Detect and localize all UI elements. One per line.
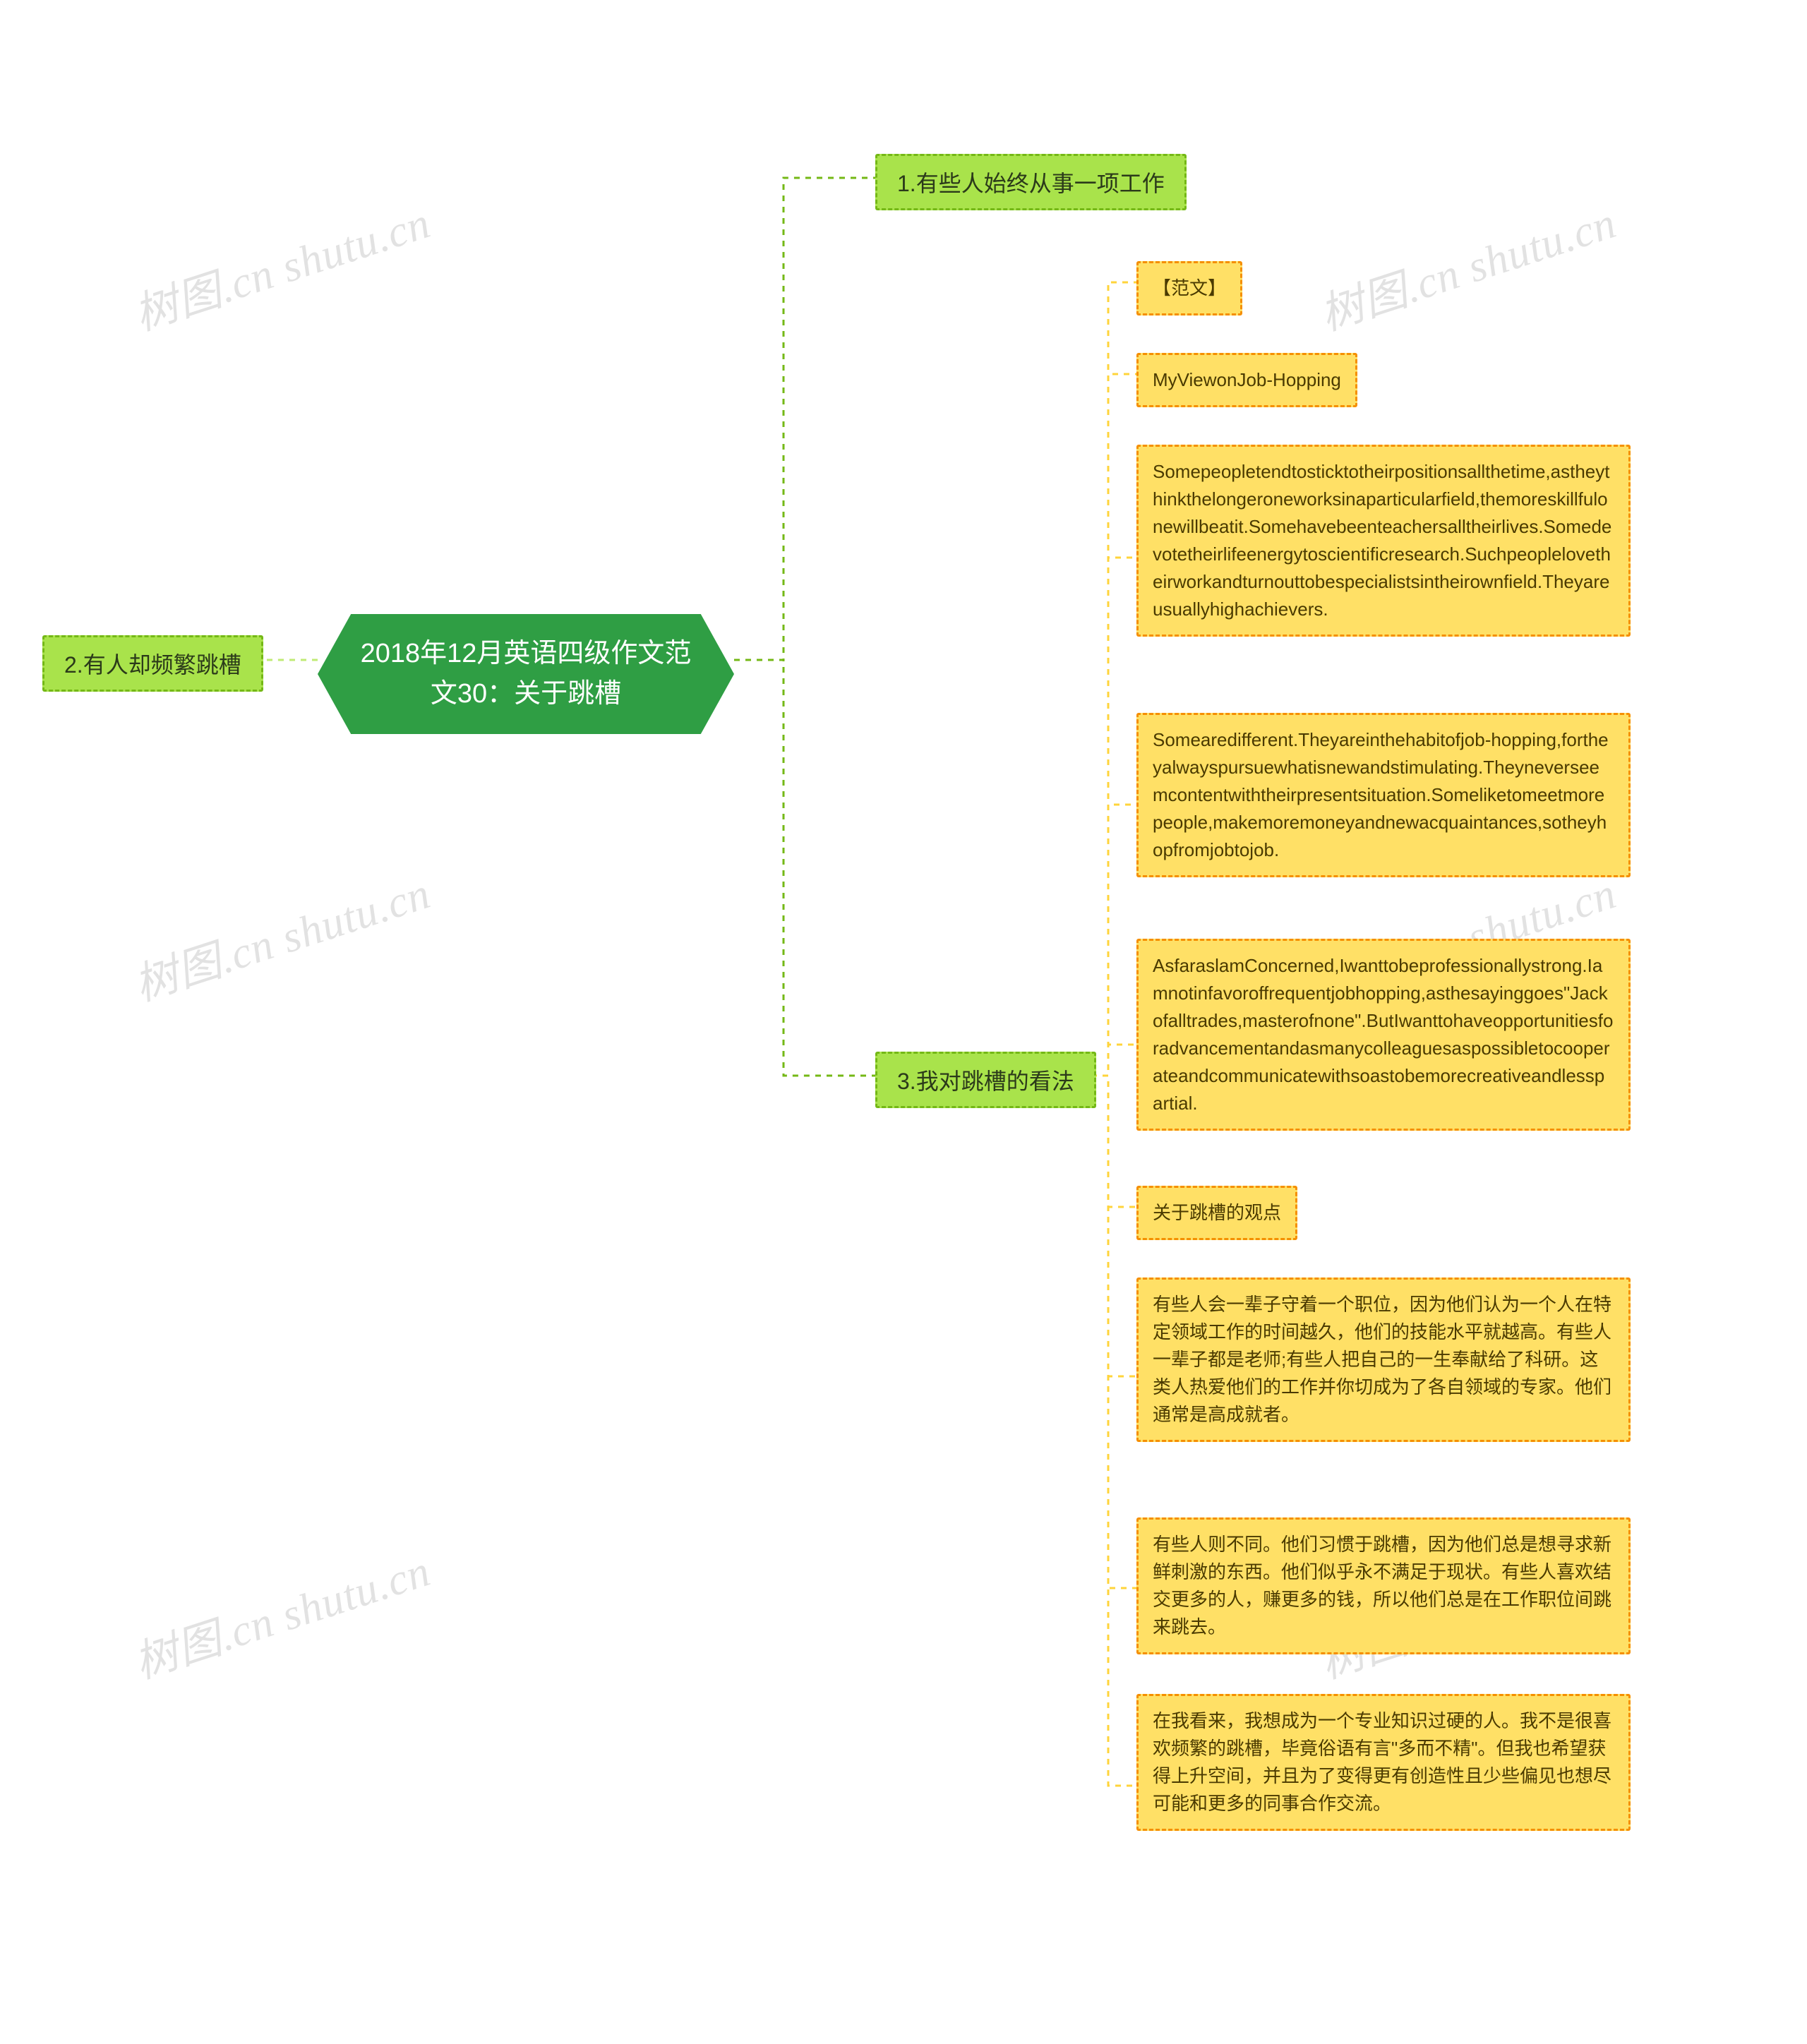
leaf-4[interactable]: Somearedifferent.Theyareinthehabitofjob-… bbox=[1136, 713, 1631, 877]
branch-3[interactable]: 3.我对跳槽的看法 bbox=[875, 1052, 1096, 1108]
branch-label: 2.有人却频繁跳槽 bbox=[64, 652, 241, 678]
branch-2[interactable]: 2.有人却频繁跳槽 bbox=[42, 635, 263, 692]
watermark: 树图.cn shutu.cn bbox=[1311, 187, 1623, 342]
branch-label: 3.我对跳槽的看法 bbox=[897, 1069, 1074, 1094]
leaf-9[interactable]: 在我看来，我想成为一个专业知识过硬的人。我不是很喜欢频繁的跳槽，毕竟俗语有言"多… bbox=[1136, 1694, 1631, 1831]
leaf-8[interactable]: 有些人则不同。他们习惯于跳槽，因为他们总是想寻求新鲜刺激的东西。他们似乎永不满足… bbox=[1136, 1517, 1631, 1654]
watermark: 树图.cn shutu.cn bbox=[125, 858, 437, 1013]
leaf-1[interactable]: 【范文】 bbox=[1136, 261, 1242, 315]
leaf-5[interactable]: AsfaraslamConcerned,Iwanttobeprofessiona… bbox=[1136, 939, 1631, 1131]
leaf-text: Somearedifferent.Theyareinthehabitofjob-… bbox=[1153, 729, 1609, 860]
branch-1[interactable]: 1.有些人始终从事一项工作 bbox=[875, 154, 1187, 210]
leaf-text: MyViewonJob-Hopping bbox=[1153, 369, 1341, 390]
leaf-7[interactable]: 有些人会一辈子守着一个职位，因为他们认为一个人在特定领域工作的时间越久，他们的技… bbox=[1136, 1278, 1631, 1442]
watermark: 树图.cn shutu.cn bbox=[125, 1535, 437, 1690]
mindmap-canvas: 树图.cn shutu.cn 树图.cn shutu.cn 树图.cn shut… bbox=[0, 0, 1807, 2044]
root-node[interactable]: 2018年12月英语四级作文范文30：关于跳槽 bbox=[318, 614, 734, 734]
leaf-2[interactable]: MyViewonJob-Hopping bbox=[1136, 353, 1357, 407]
branch-label: 1.有些人始终从事一项工作 bbox=[897, 171, 1165, 196]
leaf-text: 有些人会一辈子守着一个职位，因为他们认为一个人在特定领域工作的时间越久，他们的技… bbox=[1153, 1294, 1611, 1425]
leaf-text: AsfaraslamConcerned,Iwanttobeprofessiona… bbox=[1153, 955, 1613, 1114]
leaf-text: Somepeopletendtosticktotheirpositionsall… bbox=[1153, 461, 1611, 620]
leaf-3[interactable]: Somepeopletendtosticktotheirpositionsall… bbox=[1136, 445, 1631, 637]
leaf-text: 有些人则不同。他们习惯于跳槽，因为他们总是想寻求新鲜刺激的东西。他们似乎永不满足… bbox=[1153, 1534, 1611, 1637]
leaf-text: 在我看来，我想成为一个专业知识过硬的人。我不是很喜欢频繁的跳槽，毕竟俗语有言"多… bbox=[1153, 1710, 1611, 1814]
watermark: 树图.cn shutu.cn bbox=[125, 187, 437, 342]
leaf-text: 【范文】 bbox=[1153, 277, 1226, 299]
root-label: 2018年12月英语四级作文范文30：关于跳槽 bbox=[361, 639, 692, 709]
leaf-6[interactable]: 关于跳槽的观点 bbox=[1136, 1186, 1297, 1240]
leaf-text: 关于跳槽的观点 bbox=[1153, 1202, 1281, 1223]
